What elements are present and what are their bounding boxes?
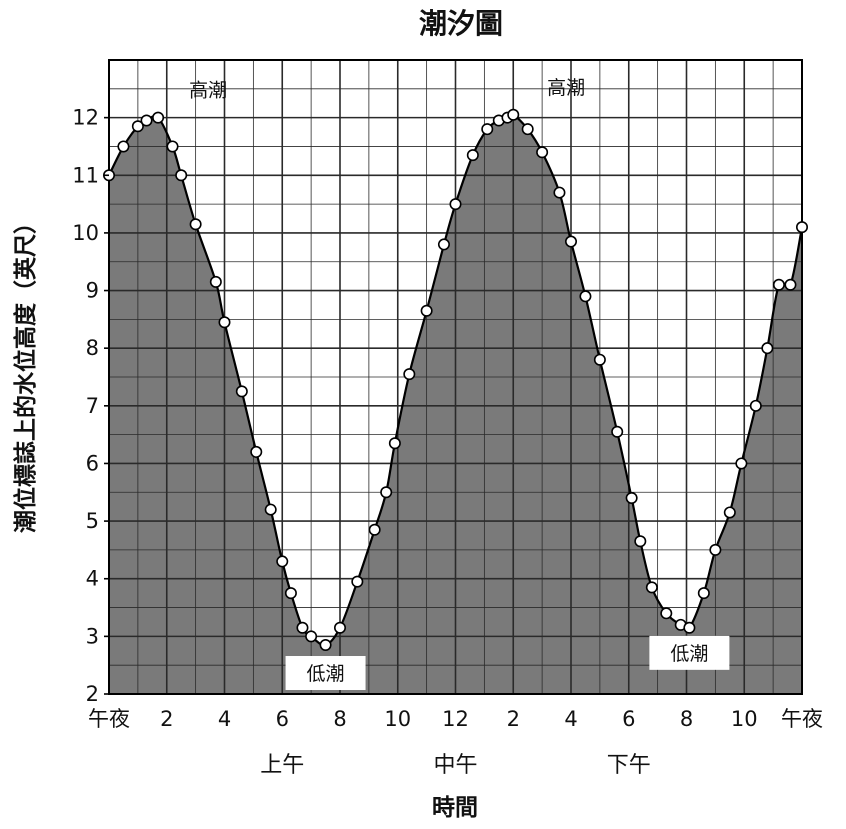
data-point: [437, 238, 450, 251]
y-tick-label: 5: [86, 509, 99, 533]
data-point: [388, 437, 401, 450]
y-tick-label: 8: [86, 336, 99, 360]
annotation-box: [649, 635, 730, 670]
data-point: [697, 587, 710, 600]
data-point: [140, 114, 153, 127]
x-tick-label: 4: [564, 707, 577, 731]
data-point: [218, 316, 231, 329]
y-tick-label: 7: [86, 394, 99, 418]
data-point: [481, 123, 494, 136]
y-tick-label: 3: [86, 624, 99, 648]
annotation-high-tide: 高潮: [547, 77, 585, 99]
y-tick-label: 6: [86, 451, 99, 475]
annotation-text: 高潮: [547, 77, 585, 99]
x-tick-label: 2: [160, 707, 173, 731]
data-point: [264, 503, 277, 516]
data-point: [634, 535, 647, 548]
data-point: [735, 457, 748, 470]
x-tick-label: 8: [333, 707, 346, 731]
period-label: 中午: [433, 753, 477, 778]
period-labels: 上午 中午 下午: [260, 753, 651, 778]
data-point: [333, 621, 346, 634]
period-label: 下午: [607, 753, 651, 778]
data-point: [166, 140, 179, 153]
annotation-high-tide: 高潮: [189, 80, 227, 102]
plot-frame: [108, 59, 803, 695]
y-tick-labels: 2 3 4 5 6 7 8 9 10 11 12: [72, 106, 109, 706]
data-point: [593, 353, 606, 366]
data-point: [296, 621, 309, 634]
data-point: [403, 368, 416, 381]
data-point: [319, 639, 332, 652]
data-point: [351, 575, 364, 588]
annotation-text: 低潮: [307, 663, 345, 685]
data-point: [117, 140, 130, 153]
data-point: [209, 275, 222, 288]
data-point: [305, 630, 318, 643]
data-point: [749, 399, 762, 412]
x-tick-label: 10: [384, 707, 411, 731]
x-tick-label: 4: [218, 707, 231, 731]
data-point: [784, 278, 797, 291]
data-point: [795, 221, 808, 234]
data-point: [507, 108, 520, 121]
data-point: [683, 621, 696, 634]
data-point: [380, 486, 393, 499]
y-tick-label: 4: [86, 567, 99, 591]
annotation-box: [285, 656, 366, 691]
data-point: [723, 506, 736, 519]
data-point: [189, 218, 202, 231]
annotation-low-tide: 低潮: [649, 635, 730, 670]
data-point: [250, 445, 263, 458]
x-tick-label: 8: [680, 707, 693, 731]
data-point: [152, 111, 165, 124]
y-tick-label: 11: [72, 163, 99, 187]
annotation-text: 低潮: [670, 643, 708, 665]
x-tick-label: 6: [276, 707, 289, 731]
data-point: [449, 198, 462, 211]
data-point: [175, 169, 188, 182]
data-point: [521, 123, 534, 136]
data-point: [235, 385, 248, 398]
data-point: [420, 304, 433, 317]
data-point: [564, 235, 577, 248]
x-axis-label: 時間: [432, 795, 478, 821]
data-point: [131, 120, 144, 133]
data-point: [466, 149, 479, 162]
y-tick-label: 10: [72, 221, 99, 245]
data-point: [645, 581, 658, 594]
data-point: [772, 278, 785, 291]
data-point: [553, 186, 566, 199]
annotation-low-tide: 低潮: [285, 656, 366, 691]
y-tick-label: 12: [72, 106, 99, 130]
x-tick-label: 午夜: [781, 707, 823, 731]
y-axis-label: 潮位標誌上的水位高度（英尺）: [12, 211, 39, 533]
data-point: [761, 342, 774, 355]
y-tick-label: 9: [86, 279, 99, 303]
x-tick-labels: 午夜 2 4 6 8 10 12 2 4 6 8 10 午夜: [88, 707, 823, 731]
data-point: [579, 290, 592, 303]
chart-title: 潮汐圖: [419, 7, 503, 40]
x-tick-label: 午夜: [88, 707, 130, 731]
data-point: [368, 523, 381, 536]
annotation-text: 高潮: [189, 80, 227, 102]
data-point: [611, 425, 624, 438]
data-point: [709, 543, 722, 556]
x-tick-label: 2: [507, 707, 520, 731]
marker-layer: [103, 108, 808, 652]
y-tick-label: 2: [86, 682, 99, 706]
x-tick-label: 10: [731, 707, 758, 731]
x-tick-label: 12: [442, 707, 469, 731]
data-point: [660, 607, 673, 620]
data-point: [276, 555, 289, 568]
data-point: [284, 587, 297, 600]
x-tick-label: 6: [622, 707, 635, 731]
period-label: 上午: [260, 753, 304, 778]
data-point: [536, 146, 549, 159]
data-point: [625, 492, 638, 505]
